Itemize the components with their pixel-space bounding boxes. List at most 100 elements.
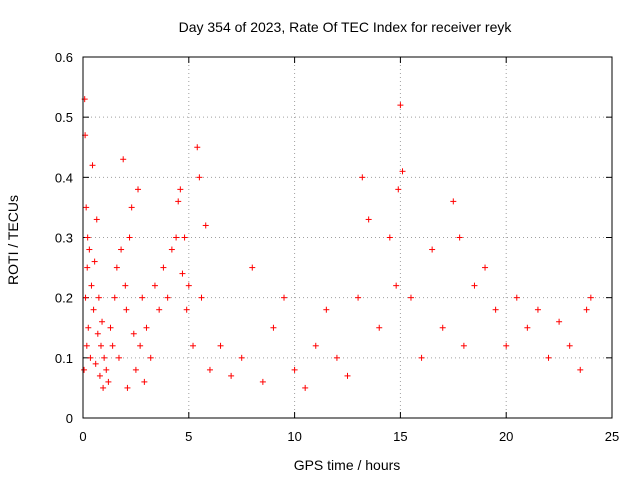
data-point	[393, 282, 400, 289]
data-point	[103, 366, 110, 373]
data-point	[397, 102, 404, 109]
data-point	[183, 306, 190, 313]
data-point	[109, 342, 116, 349]
data-point	[91, 258, 98, 265]
data-point	[115, 354, 122, 361]
data-point	[92, 360, 99, 367]
data-point	[130, 330, 137, 337]
y-axis-label: ROTI / TECUs	[5, 195, 21, 285]
data-point	[365, 216, 372, 223]
data-point	[302, 384, 309, 391]
x-tick-label: 15	[393, 429, 407, 444]
data-point	[344, 372, 351, 379]
data-point	[82, 294, 89, 301]
data-point	[175, 198, 182, 205]
data-point	[93, 216, 100, 223]
y-tick-label: 0.6	[55, 50, 73, 65]
y-tick-label: 0.2	[55, 291, 73, 306]
data-point	[147, 354, 154, 361]
data-point	[460, 342, 467, 349]
x-axis-label: GPS time / hours	[294, 457, 401, 473]
data-point	[168, 246, 175, 253]
data-point	[89, 162, 96, 169]
data-point	[181, 234, 188, 241]
plot-frame	[82, 56, 613, 419]
data-point	[545, 354, 552, 361]
data-point	[270, 324, 277, 331]
data-point	[95, 294, 102, 301]
data-point	[132, 366, 139, 373]
data-point	[190, 342, 197, 349]
data-point	[111, 294, 118, 301]
data-point	[83, 342, 90, 349]
data-point	[151, 282, 158, 289]
data-point	[482, 264, 489, 271]
data-point	[124, 384, 131, 391]
data-point	[238, 354, 245, 361]
data-points	[81, 96, 594, 391]
data-point	[122, 282, 129, 289]
y-tick-label: 0.3	[55, 231, 73, 246]
data-point	[194, 144, 201, 151]
data-point	[113, 264, 120, 271]
data-point	[126, 234, 133, 241]
data-point	[196, 174, 203, 181]
data-point	[88, 282, 95, 289]
data-point	[105, 378, 112, 385]
data-point	[173, 234, 180, 241]
data-point	[100, 384, 107, 391]
data-point	[83, 204, 90, 211]
data-point	[94, 330, 101, 337]
data-point	[583, 306, 590, 313]
data-point	[587, 294, 594, 301]
data-point	[84, 234, 91, 241]
data-point	[198, 294, 205, 301]
data-point	[143, 324, 150, 331]
data-point	[107, 324, 114, 331]
data-point	[312, 342, 319, 349]
data-point	[566, 342, 573, 349]
data-point	[118, 246, 125, 253]
data-point	[160, 264, 167, 271]
data-point	[84, 264, 91, 271]
data-point	[177, 186, 184, 193]
y-tick-label: 0.5	[55, 110, 73, 125]
data-point	[99, 318, 106, 325]
data-point	[156, 306, 163, 313]
data-point	[259, 378, 266, 385]
x-tick-label: 5	[185, 429, 192, 444]
data-point	[217, 342, 224, 349]
y-tick-label: 0.4	[55, 170, 73, 185]
data-point	[471, 282, 478, 289]
data-point	[141, 378, 148, 385]
data-point	[139, 294, 146, 301]
data-point	[202, 222, 209, 229]
data-point	[123, 306, 130, 313]
data-point	[399, 168, 406, 175]
data-point	[503, 342, 510, 349]
data-point	[164, 294, 171, 301]
x-tick-label: 0	[79, 429, 86, 444]
data-point	[97, 342, 104, 349]
data-point	[281, 294, 288, 301]
tick-labels: 0 0.1 0.2 0.3 0.4 0.5 0.6 0 5 10 15 20 25	[55, 50, 619, 444]
y-tick-label: 0	[66, 411, 73, 426]
x-tick-label: 20	[499, 429, 513, 444]
data-point	[185, 282, 192, 289]
data-point	[120, 156, 127, 163]
data-point	[291, 366, 298, 373]
data-point	[513, 294, 520, 301]
data-point	[386, 234, 393, 241]
data-point	[81, 366, 88, 373]
data-point	[323, 306, 330, 313]
data-point	[137, 342, 144, 349]
data-point	[556, 318, 563, 325]
data-point	[439, 324, 446, 331]
data-point	[90, 306, 97, 313]
data-point	[249, 264, 256, 271]
data-point	[456, 234, 463, 241]
data-point	[524, 324, 531, 331]
data-point	[87, 354, 94, 361]
data-point	[492, 306, 499, 313]
